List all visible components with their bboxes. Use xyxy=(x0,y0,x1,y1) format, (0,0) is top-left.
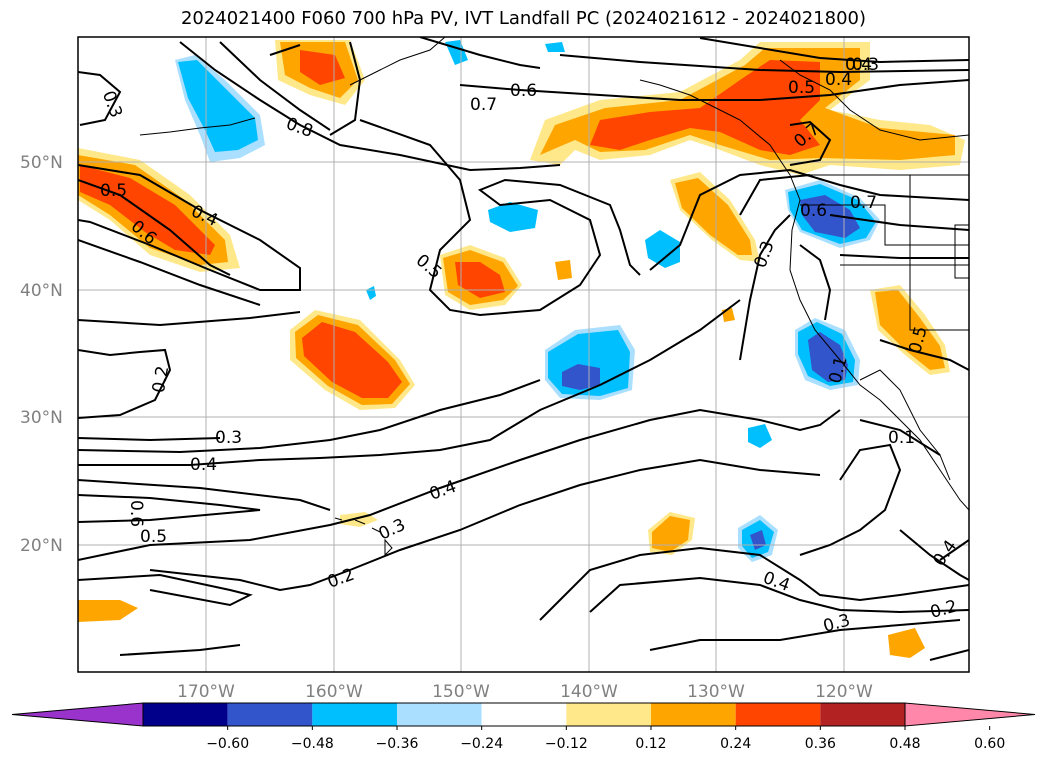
lon-label-160w: 160°W xyxy=(305,682,363,702)
colorbar-segment xyxy=(397,703,482,726)
colorbar-segment xyxy=(820,703,905,726)
negative-anomaly-top-small-2 xyxy=(545,42,565,52)
positive-anomaly-far-west xyxy=(78,600,138,622)
contour-label: 0.5 xyxy=(100,181,127,201)
colorbar-segment xyxy=(651,703,736,726)
colorbar-tick-label: 0.12 xyxy=(635,736,666,752)
lat-label-30n: 30°N xyxy=(20,408,63,428)
negative-anomaly-140w-45n xyxy=(488,202,538,232)
contour-label: 0.5 xyxy=(140,527,167,547)
contour-label: 0.2 xyxy=(149,364,173,394)
colorbar: −0.60 −0.48 −0.36 −0.24 −0.12 0.12 0.24 0.36 0.4… xyxy=(11,702,1036,752)
lat-label-50n: 50°N xyxy=(20,153,63,173)
contour-label: 0.1 xyxy=(888,428,915,448)
lon-label-140w: 140°W xyxy=(560,682,618,702)
colorbar-tick-label: −0.36 xyxy=(376,736,419,752)
colorbar-tick-label: 0.36 xyxy=(805,736,836,752)
colorbar-tick-label: 0.60 xyxy=(974,736,1005,752)
colorbar-tick-label: −0.60 xyxy=(206,736,249,752)
colorbar-segment xyxy=(481,703,567,726)
colorbar-tick-label: −0.24 xyxy=(460,736,503,752)
positive-anomaly-130w-mid xyxy=(675,178,752,255)
negative-anomaly-oregon-dark xyxy=(800,195,860,238)
lat-label-40n: 40°N xyxy=(20,281,63,301)
longitude-labels: 170°W 160°W 150°W 140°W 130°W 120°W xyxy=(177,682,873,702)
negative-anomaly-center-dark xyxy=(562,364,600,390)
colorbar-ticks: −0.60 −0.48 −0.36 −0.24 −0.12 0.12 0.24 0.36 0.4… xyxy=(206,726,1005,752)
lon-label-150w: 150°W xyxy=(432,682,490,702)
positive-anomaly-20n-mid xyxy=(652,516,690,552)
latitude-labels: 50°N 40°N 30°N 20°N xyxy=(20,153,63,556)
colorbar-tick-label: 0.24 xyxy=(720,736,751,752)
lon-label-120w: 120°W xyxy=(815,682,873,702)
contour-label: 0.5 xyxy=(788,78,815,98)
positive-anomaly-small-140w xyxy=(555,260,572,280)
contour-label: 0.6 xyxy=(126,500,146,527)
contour-label: 0.7 xyxy=(850,193,877,213)
colorbar-tick-label: −0.48 xyxy=(291,736,334,752)
contour-label-top-right: 0.3 xyxy=(852,55,879,75)
positive-anomaly-150w-dark xyxy=(455,262,505,298)
contour-label: 0.4 xyxy=(825,70,852,90)
colorbar-extend-low xyxy=(11,702,144,727)
contour-label: 0.3 xyxy=(215,428,242,448)
contour-label: 0.4 xyxy=(190,455,217,475)
colorbar-extend-high xyxy=(904,702,1036,727)
colorbar-tick-label: 0.48 xyxy=(889,736,920,752)
positive-anomaly-se xyxy=(888,628,925,658)
contour-label: 0.6 xyxy=(800,201,827,221)
lon-label-130w: 130°W xyxy=(687,682,745,702)
pv-contours xyxy=(78,37,969,661)
colorbar-segment xyxy=(566,703,651,726)
contour-label: 0.7 xyxy=(470,95,497,115)
colorbar-frame xyxy=(142,702,906,727)
figure-title: 2024021400 F060 700 hPa PV, IVT Landfall… xyxy=(180,8,867,29)
negative-anomaly-west-top-mid xyxy=(178,60,258,152)
colorbar-segments xyxy=(11,702,1036,727)
hawaiian-islands xyxy=(334,517,393,557)
negative-anomaly-coast-ca-dark xyxy=(808,332,848,382)
colorbar-tick-label: −0.12 xyxy=(545,736,588,752)
positive-anomaly-west-dark xyxy=(80,165,215,255)
positive-anomaly-bc-dark xyxy=(590,60,820,155)
contour-label: 0.4 xyxy=(845,55,872,75)
colorbar-segment xyxy=(312,703,397,726)
lon-label-170w: 170°W xyxy=(177,682,235,702)
lat-label-20n: 20°N xyxy=(20,536,63,556)
contour-label: 0.6 xyxy=(510,81,537,101)
negative-anomaly-28n xyxy=(748,424,772,448)
coastlines xyxy=(139,37,969,511)
positive-anomaly-central-dark xyxy=(302,322,402,398)
colorbar-segment xyxy=(227,703,313,726)
negative-anomaly-135w-43n xyxy=(645,230,680,268)
plot-frame xyxy=(77,36,970,673)
colorbar-segment xyxy=(735,703,821,726)
colorbar-segment xyxy=(143,703,228,726)
